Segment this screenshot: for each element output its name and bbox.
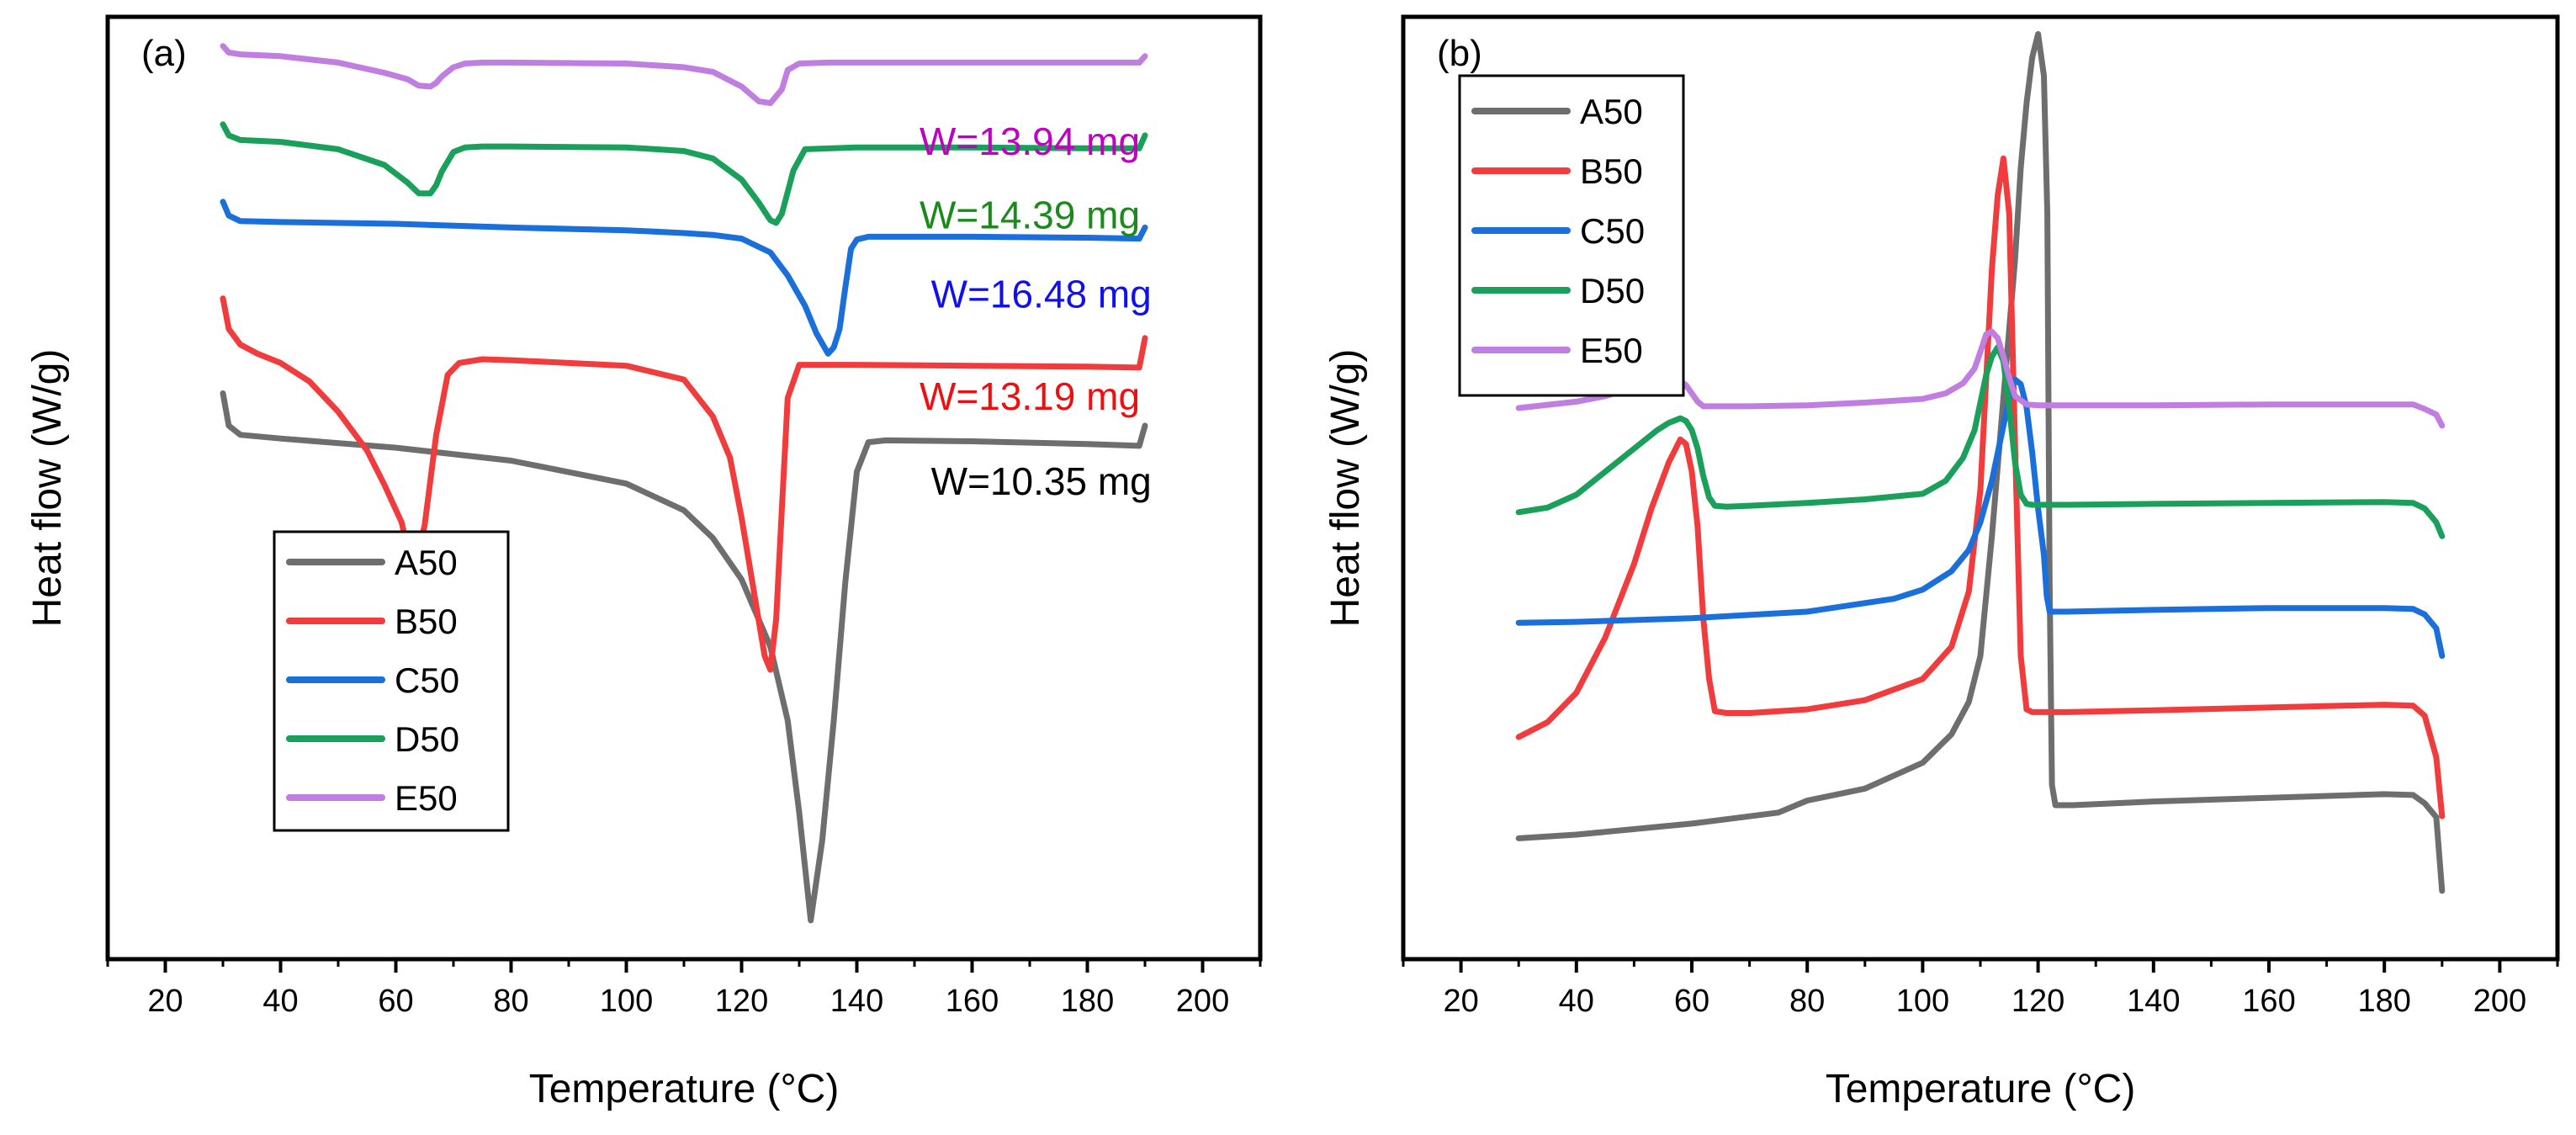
- panel-b-label: (b): [1437, 33, 1482, 74]
- panel-a-series-a50: [220, 390, 1148, 924]
- panel-b-series-d50: [1515, 344, 2446, 539]
- panel-a-x-tick-label: 140: [830, 984, 883, 1019]
- panel-b-x-axis-title: Temperature (°C): [1826, 1067, 2136, 1111]
- panel-b-x-tick-label: 60: [1674, 984, 1709, 1019]
- panel-a-weight-annotations: W=13.94 mg W=14.39 mg W=16.48 mg W=13.19 mg…: [920, 119, 1152, 503]
- panel-b-legend-label-a50: A50: [1580, 92, 1643, 131]
- panel-b-legend-label-b50: B50: [1580, 151, 1643, 191]
- panel-b-legend: A50 B50 C50 D50 E50: [1458, 74, 1685, 397]
- panel-b-legend-label-c50: C50: [1580, 211, 1645, 251]
- panel-b-series: [1515, 31, 2446, 894]
- panel-a-legend-label-c50: C50: [395, 660, 459, 700]
- panel-a-annotation-d50: W=14.39 mg: [920, 194, 1140, 237]
- panel-b-series-a50: [1515, 31, 2446, 894]
- panel-a-x-tick-label: 80: [493, 984, 528, 1019]
- panel-b-x-tick-label: 120: [2012, 984, 2065, 1019]
- panel-a-x-tick-label: 40: [262, 984, 298, 1019]
- panel-a-series-d50: [220, 121, 1148, 226]
- panel-b-legend-label-d50: D50: [1580, 271, 1645, 310]
- panel-a-legend-label-b50: B50: [395, 602, 458, 641]
- panel-a-series: [220, 43, 1148, 924]
- panel-b-legend-label-e50: E50: [1580, 331, 1643, 370]
- panel-a-legend-label-e50: E50: [395, 778, 458, 818]
- panel-b-series-b50: [1515, 155, 2446, 819]
- panel-b-x-tick-label: 200: [2473, 984, 2526, 1019]
- panel-b-x-tick-label: 100: [1896, 984, 1949, 1019]
- panel-b-y-axis-title: Heat flow (W/g): [1323, 349, 1368, 628]
- panel-a-x-tick-label: 120: [715, 984, 768, 1019]
- panel-a-label: (a): [141, 33, 187, 74]
- panel-a-x-tick-label: 200: [1176, 984, 1229, 1019]
- panel-b-x-tick-label: 80: [1789, 984, 1825, 1019]
- panel-a-series-b50: [220, 295, 1148, 673]
- panel-a-x-tick-label: 20: [147, 984, 183, 1019]
- panel-a-series-c50: [220, 199, 1148, 357]
- panel-a-annotation-b50: W=13.19 mg: [920, 374, 1140, 418]
- panel-b-x-ticks: 20 40 60 80 100 120 140 160 180 200: [1402, 959, 2559, 1019]
- panel-a-legend-label-a50: A50: [395, 543, 458, 582]
- panel-b-x-tick-label: 160: [2242, 984, 2295, 1019]
- panel-b-x-tick-label: 180: [2357, 984, 2410, 1019]
- panel-a-annotation-c50: W=16.48 mg: [931, 273, 1152, 316]
- panel-b-x-tick-label: 140: [2127, 984, 2180, 1019]
- panel-a-series-e50: [220, 43, 1148, 107]
- panel-a-legend: A50 B50 C50 D50 E50: [273, 530, 510, 832]
- panel-a-legend-label-d50: D50: [395, 719, 459, 759]
- panel-a-annotation-e50: W=13.94 mg: [920, 119, 1140, 163]
- panel-a-y-axis-title: Heat flow (W/g): [25, 349, 70, 628]
- panel-a-x-axis-title: Temperature (°C): [529, 1067, 840, 1111]
- panel-b-series-c50: [1515, 376, 2446, 660]
- panel-b-x-tick-label: 20: [1443, 984, 1478, 1019]
- panel-a-x-tick-label: 60: [378, 984, 413, 1019]
- panel-b-x-tick-label: 40: [1559, 984, 1594, 1019]
- panel-a-x-ticks: 20 40 60 80 100 120 140 160 180 200: [106, 959, 1262, 1019]
- panel-b-legend-box: [1458, 74, 1685, 397]
- panel-a-x-tick-label: 180: [1061, 984, 1114, 1019]
- panel-a: 20 40 60 80 100 120 140 160 180 200 (a) Temperatu…: [25, 14, 1263, 1111]
- panel-b: 20 40 60 80 100 120 140 160 180 200 (b) Temperatu…: [1323, 14, 2560, 1111]
- panel-a-x-tick-label: 100: [600, 984, 653, 1019]
- panel-a-annotation-a50: W=10.35 mg: [931, 459, 1152, 503]
- panel-a-x-tick-label: 160: [946, 984, 999, 1019]
